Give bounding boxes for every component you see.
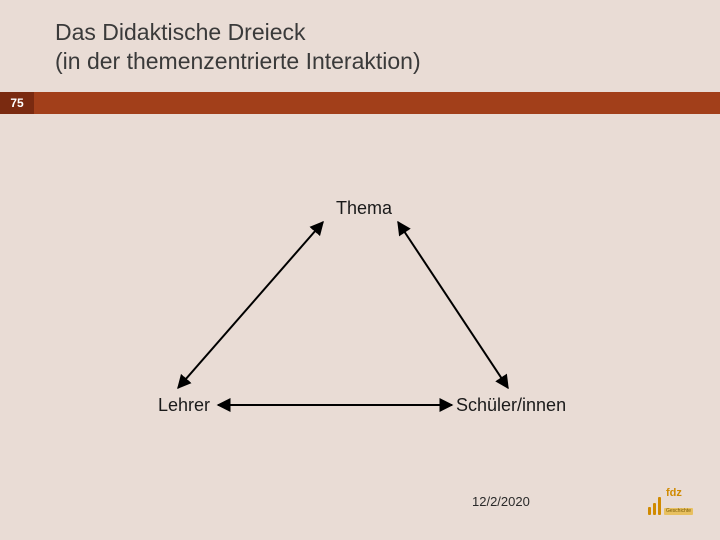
accent-stripe <box>0 92 720 114</box>
footer-date: 12/2/2020 <box>472 494 530 509</box>
diagram-node-schueler: Schüler/innen <box>456 395 566 416</box>
fdz-logo: fdz Geschichte <box>648 488 696 518</box>
diagram-node-thema: Thema <box>336 198 392 219</box>
title-line-1: Das Didaktische Dreieck <box>55 18 421 47</box>
diagram-node-lehrer: Lehrer <box>158 395 210 416</box>
logo-bars-icon <box>648 497 661 515</box>
slide-title: Das Didaktische Dreieck (in der themenze… <box>55 18 421 76</box>
logo-text-top: fdz <box>666 488 693 499</box>
diagram-edge <box>178 222 323 388</box>
logo-text-bottom: Geschichte <box>664 508 693 515</box>
page-number-badge: 75 <box>0 92 34 114</box>
triangle-diagram <box>0 0 720 540</box>
page-number: 75 <box>10 96 23 110</box>
title-line-2: (in der themenzentrierte Interaktion) <box>55 47 421 76</box>
diagram-edge <box>398 222 508 388</box>
